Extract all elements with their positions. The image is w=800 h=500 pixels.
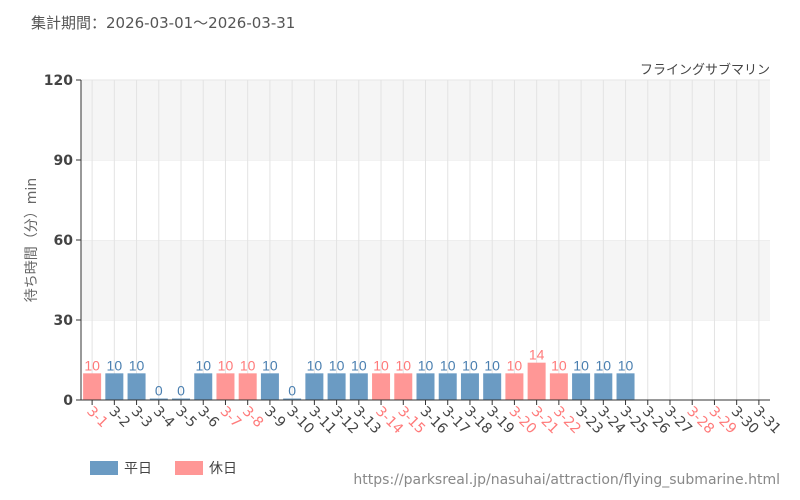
legend-holiday-swatch xyxy=(175,461,203,475)
y-tick-label: 30 xyxy=(54,313,74,329)
legend-weekday-swatch xyxy=(90,461,118,475)
chart-title: フライングサブマリン xyxy=(640,62,770,78)
bar-3-25 xyxy=(616,373,635,400)
bar-3-8 xyxy=(238,373,257,400)
bar-3-13 xyxy=(349,373,368,400)
bar-value-label: 10 xyxy=(329,357,345,373)
bar-3-15 xyxy=(394,373,413,400)
y-tick-label: 120 xyxy=(44,73,73,89)
bar-value-label: 10 xyxy=(573,357,589,373)
y-tick-label: 90 xyxy=(54,153,74,169)
bar-3-19 xyxy=(483,373,502,400)
bar-3-21 xyxy=(527,362,546,400)
x-tick-label: 3-9 xyxy=(261,404,288,431)
bar-3-20 xyxy=(505,373,524,400)
bar-3-11 xyxy=(305,373,324,400)
bar-value-label: 10 xyxy=(307,357,323,373)
bar-value-label: 10 xyxy=(440,357,456,373)
bar-3-12 xyxy=(327,373,346,400)
bar-3-22 xyxy=(549,373,568,400)
legend-weekday: 平日 xyxy=(90,458,152,478)
bar-value-label: 10 xyxy=(507,357,523,373)
bar-3-16 xyxy=(416,373,435,400)
bar-value-label: 10 xyxy=(218,357,234,373)
legend-holiday: 休日 xyxy=(175,458,237,478)
x-tick-label: 3-2 xyxy=(106,404,133,431)
x-tick-label: 3-6 xyxy=(194,404,222,432)
bar-value-label: 0 xyxy=(155,383,163,399)
x-tick-label: 3-3 xyxy=(128,404,155,431)
x-tick-label: 3-8 xyxy=(239,404,266,431)
y-tick-label: 60 xyxy=(54,233,74,249)
bar-value-label: 10 xyxy=(195,357,211,373)
bar-value-label: 14 xyxy=(529,347,545,363)
bar-3-6 xyxy=(194,373,213,400)
bar-3-24 xyxy=(594,373,613,400)
bar-value-label: 10 xyxy=(373,357,389,373)
bar-3-17 xyxy=(438,373,457,400)
bar-3-23 xyxy=(572,373,591,400)
bar-3-5 xyxy=(172,398,191,400)
bar-3-3 xyxy=(127,373,146,400)
bar-3-4 xyxy=(149,398,168,400)
bar-3-14 xyxy=(372,373,391,400)
bar-value-label: 10 xyxy=(107,357,123,373)
bar-value-label: 0 xyxy=(177,383,185,399)
bar-3-7 xyxy=(216,373,235,400)
bar-value-label: 10 xyxy=(618,357,634,373)
bar-value-label: 10 xyxy=(484,357,500,373)
bar-3-10 xyxy=(283,398,302,400)
legend-weekday-label: 平日 xyxy=(124,461,152,477)
bar-3-1 xyxy=(83,373,102,400)
bar-3-2 xyxy=(105,373,124,400)
bar-3-18 xyxy=(460,373,479,400)
source-url[interactable]: https://parksreal.jp/nasuhai/attraction/… xyxy=(353,472,780,488)
period-label: 集計期間：2026-03-01～2026-03-31 xyxy=(31,14,296,32)
bar-value-label: 0 xyxy=(288,383,296,399)
bar-value-label: 10 xyxy=(551,357,567,373)
x-tick-label: 3-4 xyxy=(150,404,178,432)
bar-value-label: 10 xyxy=(84,357,100,373)
bar-value-label: 10 xyxy=(262,357,278,373)
bar-value-label: 10 xyxy=(129,357,145,373)
bar-value-label: 10 xyxy=(596,357,612,373)
bar-value-label: 10 xyxy=(418,357,434,373)
bar-3-9 xyxy=(260,373,279,400)
x-tick-label: 3-5 xyxy=(172,404,199,431)
y-tick-label: 0 xyxy=(63,393,73,409)
x-tick-label: 3-7 xyxy=(217,404,244,431)
y-axis-label: 待ち時間（分）min xyxy=(24,178,40,302)
bar-value-label: 10 xyxy=(462,357,478,373)
bar-value-label: 10 xyxy=(395,357,411,373)
legend-holiday-label: 休日 xyxy=(209,461,237,477)
bar-value-label: 10 xyxy=(240,357,256,373)
x-tick-label: 3-1 xyxy=(83,404,110,431)
bar-value-label: 10 xyxy=(351,357,367,373)
